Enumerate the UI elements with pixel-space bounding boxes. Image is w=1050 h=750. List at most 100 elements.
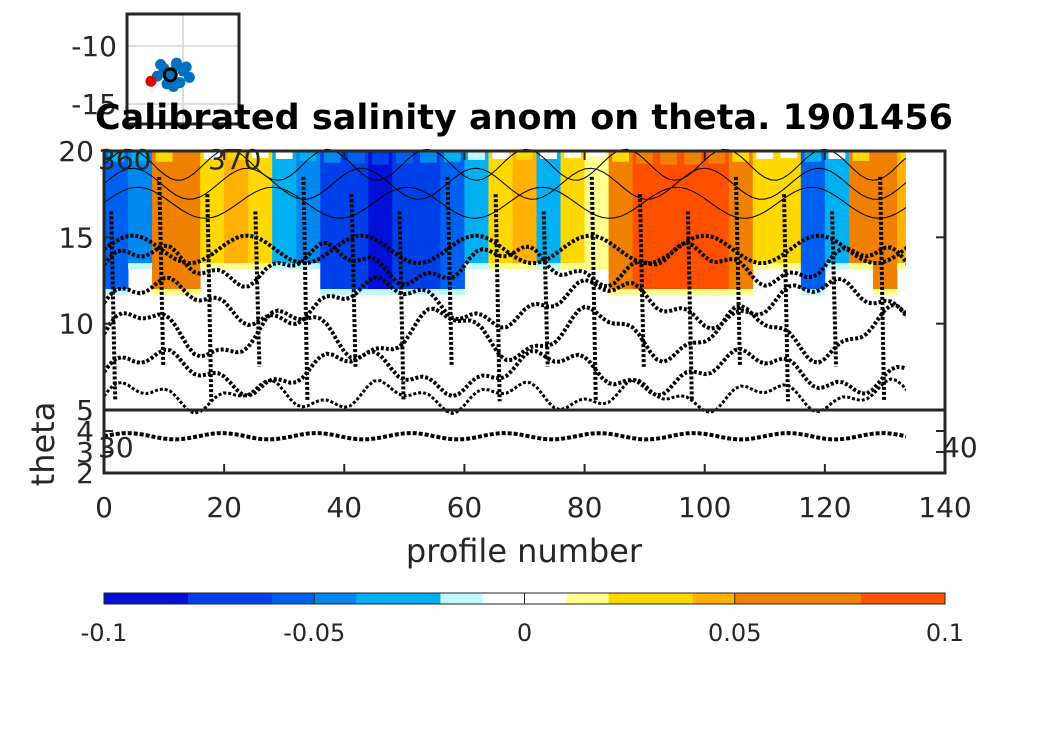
anomaly-fringe [248, 263, 273, 270]
contour-line [102, 303, 911, 365]
colorbar-cell [482, 593, 525, 604]
x-tick-label: 100 [678, 491, 731, 524]
x-tick-labels: 0 20 40 60 80 100 120 140 [95, 491, 972, 524]
anomaly-core [227, 151, 245, 160]
anomaly-fringe [488, 263, 513, 270]
colorbar-tick-labels: -0.1 -0.05 0 0.05 0.1 [81, 593, 964, 647]
colorbar-tick-label: 0 [517, 619, 532, 647]
anomaly-cell [752, 151, 778, 264]
anomaly-cell [416, 151, 441, 290]
colorbar-cell [356, 593, 441, 604]
contour-line [103, 431, 910, 442]
y-tick-label: 15 [58, 221, 94, 254]
anomaly-cell [464, 151, 489, 264]
main-axes: 0 20 40 60 80 100 120 140 5 10 15 20 234 360 370 30… [58, 135, 977, 524]
contour-line [102, 233, 911, 266]
colorbar-tick-label: 0.05 [708, 619, 761, 647]
colorbar-cell [692, 593, 736, 604]
anomaly-core [660, 151, 678, 165]
anomaly-core [564, 151, 581, 159]
anomaly-fringe [440, 289, 465, 296]
colorbar-cell [440, 593, 483, 604]
contour-line [445, 176, 454, 367]
overlap-label: 360 [98, 143, 151, 176]
anomaly-fringe [296, 263, 321, 270]
overlap-label: 40 [942, 431, 978, 464]
contour-line [157, 176, 166, 367]
anomaly-core [371, 151, 389, 165]
anomaly-cell [440, 151, 465, 290]
anomaly-cell [152, 151, 177, 290]
anomaly-fringe [824, 263, 850, 270]
anomaly-core [419, 151, 437, 163]
colorbar-tick-label: -0.1 [81, 619, 128, 647]
contour-line [878, 176, 887, 402]
colorbar: -0.1 -0.05 0 0.05 0.1 [81, 592, 964, 647]
colorbar-cell [104, 593, 189, 604]
anomaly-fringe [272, 263, 297, 270]
anomaly-core [444, 151, 461, 162]
contour-line [301, 176, 310, 402]
x-tick-label: 80 [567, 491, 603, 524]
anomaly-cell [344, 151, 369, 290]
anomaly-fringe [680, 289, 706, 296]
contour-fill-layer [104, 151, 922, 296]
anomaly-fringe [872, 289, 898, 296]
anomaly-core [131, 151, 149, 161]
anomaly-fringe [560, 263, 586, 270]
inset-profile-point [171, 57, 183, 69]
anomaly-core [468, 151, 485, 160]
anomaly-fringe [728, 289, 754, 296]
anomaly-cell [632, 151, 658, 290]
anomaly-core [179, 151, 197, 163]
contour-line [782, 194, 791, 402]
anomaly-fringe [584, 263, 610, 270]
anomaly-cell [824, 151, 850, 264]
x-tick-label: 140 [918, 491, 971, 524]
overlap-label: 370 [208, 143, 261, 176]
anomaly-fringe [512, 263, 538, 270]
colorbar-cell [860, 593, 946, 604]
no-data-region [905, 151, 945, 473]
anomaly-core [251, 151, 269, 159]
anomaly-core [299, 151, 317, 161]
anomaly-core [203, 151, 221, 159]
contour-line [733, 176, 742, 367]
contour-line-thin [103, 167, 910, 200]
anomaly-cell [848, 151, 874, 264]
anomaly-fringe [848, 263, 874, 270]
anomaly-cell [704, 151, 730, 290]
colorbar-tick-label: -0.05 [283, 619, 345, 647]
anomaly-core [756, 151, 774, 159]
anomaly-fringe [656, 289, 682, 296]
anomaly-fringe [752, 263, 778, 270]
anomaly-fringe [320, 289, 345, 296]
anomaly-core [828, 151, 846, 159]
anomaly-core [395, 151, 413, 164]
anomaly-cell [200, 151, 225, 264]
inset-points [145, 57, 195, 92]
anomaly-core [852, 151, 870, 161]
anomaly-cell [776, 151, 802, 264]
chart-title: Calibrated salinity anom on theta. 19014… [95, 98, 953, 138]
anomaly-fringe [224, 263, 249, 270]
y-tick-label: 20 [58, 135, 94, 168]
contour-line [493, 194, 502, 402]
contour-line [102, 240, 911, 289]
contour-line [102, 275, 911, 331]
y-tick-label: 3 [76, 436, 94, 469]
contour-line-thin [103, 186, 910, 219]
inset-end-marker [162, 67, 178, 83]
contour-line [637, 194, 646, 367]
anomaly-cell [368, 151, 393, 290]
x-tick-label: 40 [326, 491, 362, 524]
inset-profile-point [183, 71, 195, 83]
anomaly-core [876, 151, 894, 163]
x-axis-label: profile number [406, 532, 643, 570]
anomaly-core [275, 151, 293, 159]
anomaly-core [804, 151, 822, 162]
anomaly-core [347, 151, 365, 164]
anomaly-cell [800, 151, 826, 290]
x-tick-label: 120 [798, 491, 851, 524]
